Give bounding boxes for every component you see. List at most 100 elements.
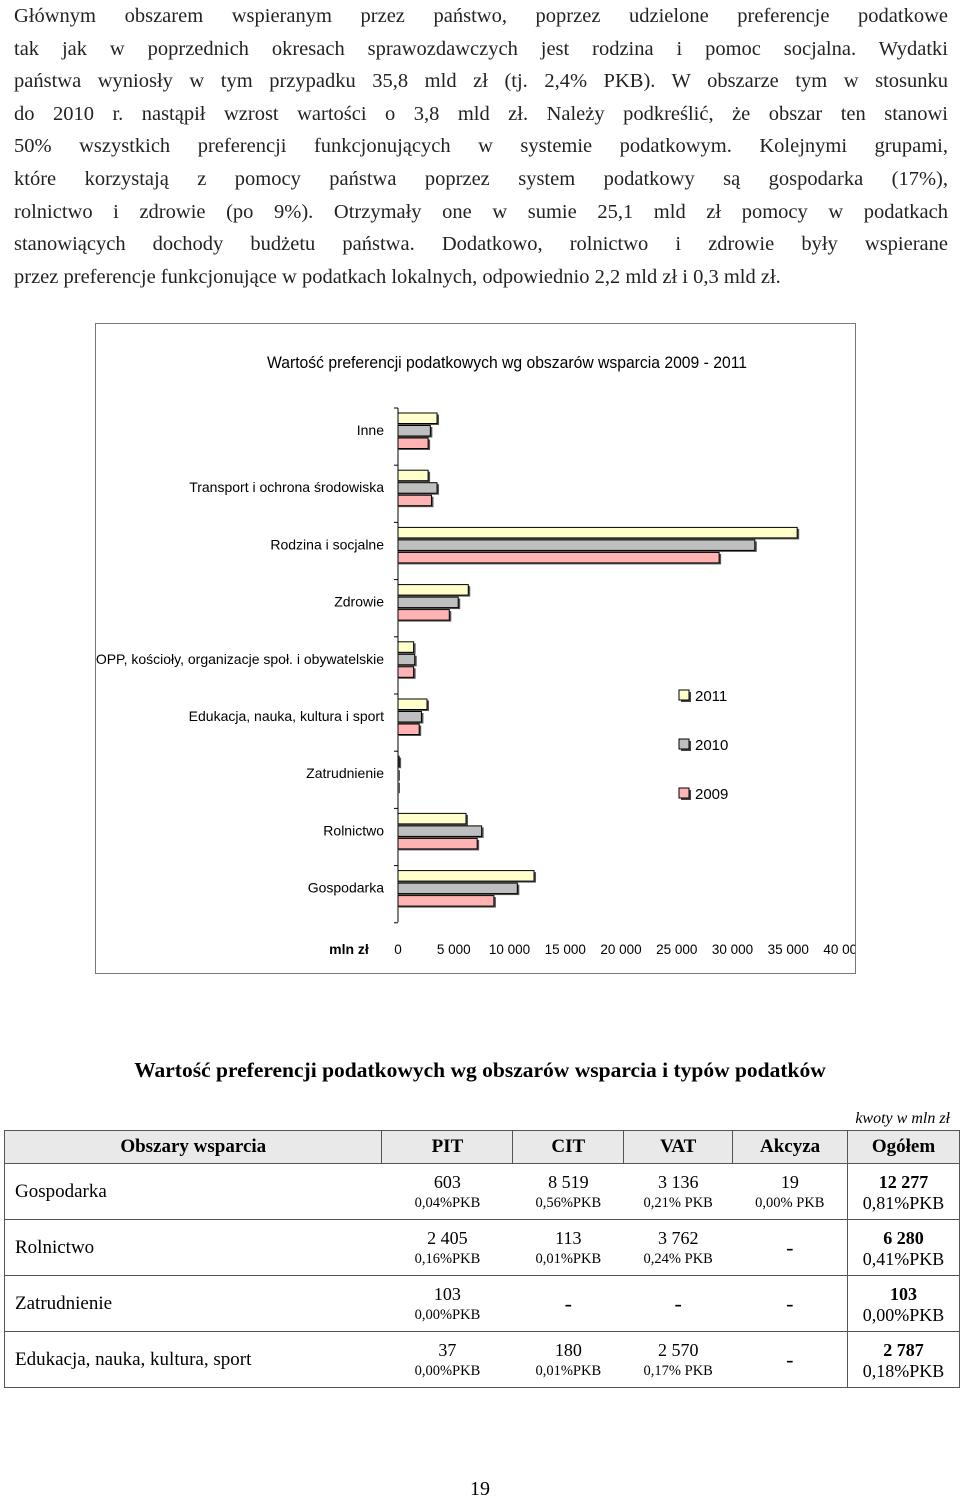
value-cell: -: [732, 1331, 849, 1388]
total-cell: 103 0,00%PKB: [847, 1275, 960, 1332]
amount: 180: [554, 1339, 582, 1360]
bar: [397, 596, 459, 609]
value-cell: 3 762 0,24% PKB: [623, 1219, 733, 1276]
table-row: Zatrudnienie 103 0,00%PKB - - -103 0,00%PKB: [3, 1275, 960, 1332]
value-cell: 103 0,00%PKB: [381, 1275, 513, 1332]
x-tick-label: 40 000: [823, 942, 855, 957]
amount: 103: [433, 1283, 461, 1304]
gdp-share: 0,16%PKB: [414, 1250, 481, 1267]
chart-title: Wartość preferencji podatkowych wg obsza…: [267, 353, 747, 372]
chart-frame: Wartość preferencji podatkowych wg obsza…: [95, 323, 856, 974]
amount: -: [786, 1346, 794, 1372]
x-tick-label: 0: [394, 942, 402, 957]
legend-swatch: [678, 738, 690, 750]
bar: [397, 539, 756, 551]
row-label: Rolnictwo: [3, 1219, 382, 1276]
amount: -: [786, 1290, 794, 1316]
bar: [397, 641, 415, 653]
amount: -: [674, 1290, 682, 1316]
total-amount: 6 280: [883, 1227, 924, 1248]
category-label: Inne: [357, 422, 384, 438]
bar: [397, 895, 495, 907]
legend-label: 2009: [695, 786, 728, 803]
row-label: Gospodarka: [3, 1163, 382, 1220]
x-axis-label: mln zł: [329, 941, 369, 957]
table-title: Wartość preferencji podatkowych wg obsza…: [134, 1058, 826, 1082]
bar: [397, 425, 431, 437]
bar: [397, 723, 420, 735]
value-cell: 8 519 0,56%PKB: [512, 1163, 624, 1220]
bar: [397, 755, 400, 768]
value-cell: 37 0,00%PKB: [381, 1331, 513, 1388]
x-tick-label: 15 000: [545, 942, 586, 957]
bar: [397, 825, 483, 837]
gdp-share: 0,00%PKB: [414, 1362, 481, 1379]
bar: [397, 609, 450, 621]
body-paragraph: Głównym obszarem wspieranym przez państw…: [14, 0, 948, 293]
unit-note: kwoty w mln zł: [855, 1110, 950, 1127]
total-cell: 12 277 0,81%PKB: [847, 1163, 960, 1220]
header-cell: Obszary wsparcia: [3, 1130, 383, 1164]
preferences-table: Obszary wsparcia PIT CIT VAT Akcyza Ogół…: [3, 1130, 960, 1388]
value-cell: 180 0,01%PKB: [512, 1331, 624, 1388]
paragraph-line: do 2010 r. nastąpił wzrost wartości o 3,…: [14, 102, 948, 125]
legend-label: 2010: [695, 737, 728, 754]
bar: [397, 653, 416, 666]
gdp-share: 0,21% PKB: [643, 1194, 713, 1211]
header-cell: Ogółem: [847, 1130, 960, 1164]
bar-shadow: [398, 770, 400, 781]
gdp-share: 0,56%PKB: [535, 1194, 602, 1211]
amount: 603: [433, 1171, 461, 1192]
total-gdp-share: 0,00%PKB: [862, 1304, 945, 1325]
table-row: Edukacja, nauka, kultura, sport 37 0,00%PK…: [3, 1331, 960, 1388]
category-label: OPP, kościoły, organizacje społ. i obywa…: [96, 651, 384, 667]
amount: 113: [555, 1227, 582, 1248]
page-number: 19: [470, 1478, 490, 1500]
paragraph-line: rolnictwo i zdrowie (po 9%). Otrzymały o…: [14, 200, 948, 223]
header-cell: VAT: [623, 1130, 734, 1164]
category-label: Rodzina i socjalne: [270, 536, 384, 552]
total-gdp-share: 0,41%PKB: [862, 1248, 945, 1269]
value-cell: 2 405 0,16%PKB: [381, 1219, 513, 1276]
bar: [397, 437, 429, 449]
bar: [397, 870, 535, 882]
total-cell: 2 787 0,18%PKB: [847, 1331, 960, 1388]
x-tick-label: 20 000: [600, 942, 641, 957]
amount: 3 136: [657, 1171, 699, 1192]
total-amount: 12 277: [878, 1171, 929, 1192]
value-cell: 19 0,00% PKB: [732, 1163, 849, 1220]
amount: 19: [780, 1171, 799, 1192]
gdp-share: 0,01%PKB: [535, 1250, 602, 1267]
x-tick-label: 25 000: [656, 942, 697, 957]
row-label: Zatrudnienie: [3, 1275, 382, 1332]
bar: [397, 812, 467, 825]
bar: [397, 882, 518, 895]
category-label: Edukacja, nauka, kultura i sport: [189, 708, 384, 724]
amount: -: [786, 1234, 794, 1260]
total-amount: 2 787: [883, 1339, 924, 1360]
value-cell: 3 136 0,21% PKB: [623, 1163, 733, 1220]
table-row: Gospodarka 603 0,04%PKB 8 519 0,56%PKB 3 136 0…: [3, 1163, 960, 1220]
category-label: Gospodarka: [308, 880, 384, 896]
paragraph-line: 50% wszystkich preferencji funkcjonujący…: [14, 135, 948, 158]
bar-chart: Wartość preferencji podatkowych wg obsza…: [96, 353, 855, 957]
bar-shadow: [398, 782, 400, 794]
header-cell: CIT: [512, 1130, 625, 1164]
value-cell: 603 0,04%PKB: [381, 1163, 513, 1220]
category-label: Rolnictwo: [323, 822, 384, 838]
value-cell: -: [623, 1275, 733, 1332]
bar: [397, 698, 428, 710]
paragraph-line: przez preferencje funkcjonujące w podatk…: [14, 265, 781, 288]
bar: [397, 837, 478, 850]
value-cell: -: [512, 1275, 624, 1332]
bar: [397, 482, 438, 494]
total-amount: 103: [890, 1283, 917, 1304]
category-label: Transport i ochrona środowiska: [189, 479, 384, 495]
gdp-share: 0,24% PKB: [643, 1250, 713, 1267]
paragraph-line: tak jak w poprzednich okresach sprawozda…: [14, 37, 948, 60]
amount: 8 519: [548, 1171, 589, 1192]
bar: [397, 412, 438, 424]
category-label: Zatrudnienie: [306, 765, 384, 781]
value-cell: -: [732, 1275, 849, 1332]
legend-swatch: [678, 689, 690, 701]
